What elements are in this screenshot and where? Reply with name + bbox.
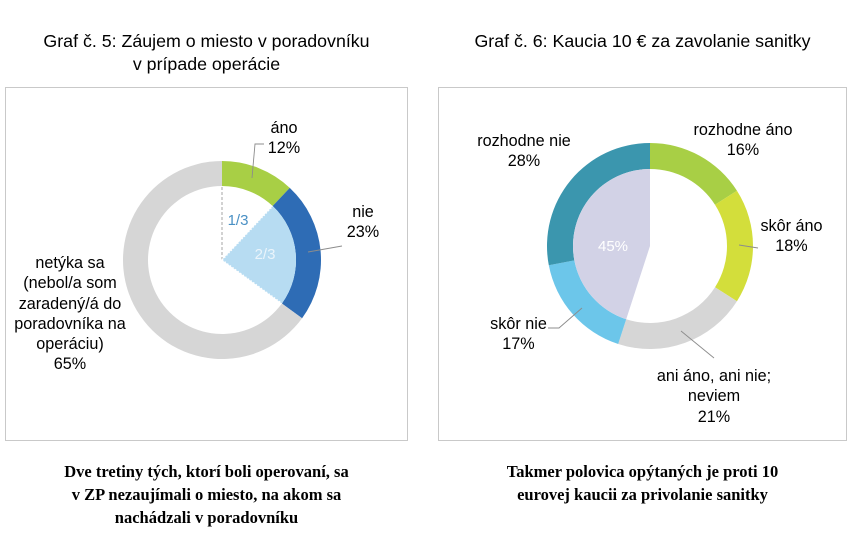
svg-text:45%: 45% <box>598 238 628 255</box>
